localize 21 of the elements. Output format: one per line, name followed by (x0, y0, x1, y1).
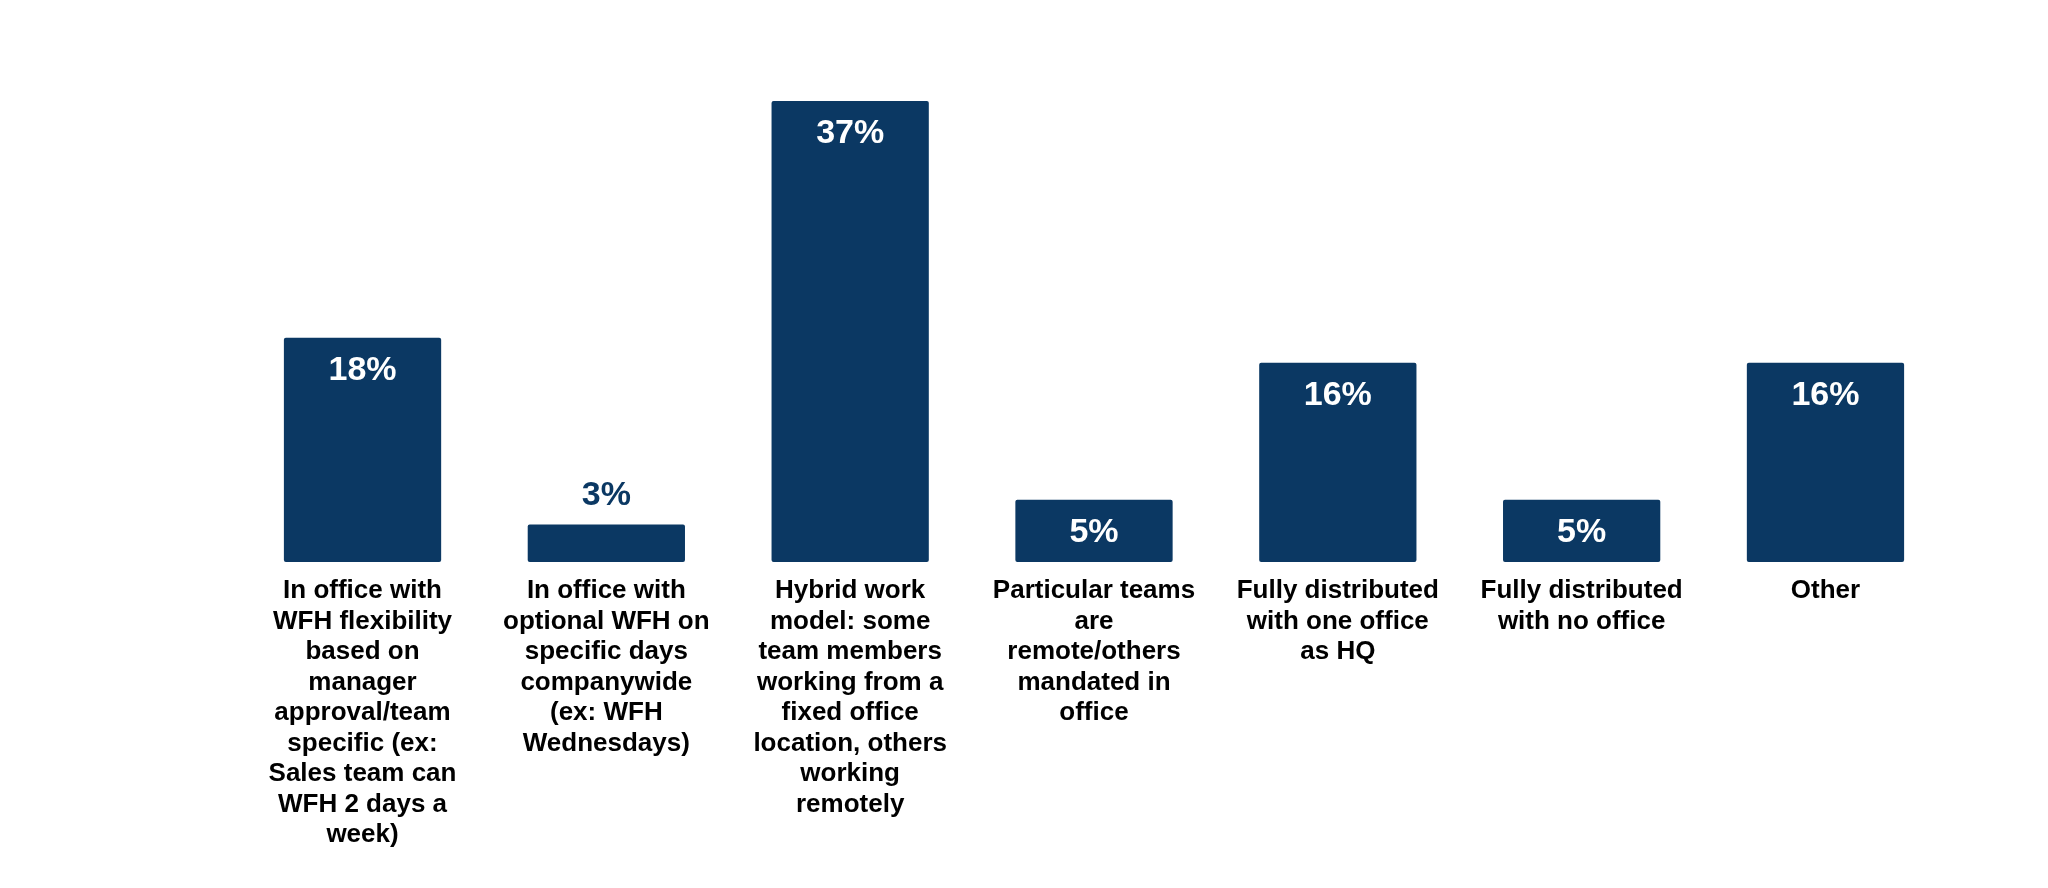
x-tick-label: Other (1790, 574, 1861, 604)
x-tick-label: Particular teams are remote/others mandated in office (992, 574, 1196, 726)
bar (1015, 499, 1173, 562)
data-label: 3% (581, 473, 631, 512)
bar (1746, 362, 1905, 562)
data-label: 37% (816, 112, 885, 150)
data-label: 5% (1069, 510, 1119, 549)
data-label: 16% (1303, 373, 1372, 412)
x-tick-label: Fully distributed with no office (1480, 574, 1683, 635)
data-label: 18% (328, 348, 397, 387)
data-label: 5% (1557, 510, 1607, 549)
bar (527, 524, 685, 562)
bar (771, 101, 929, 562)
bar (1503, 499, 1661, 562)
bar (283, 337, 442, 562)
category-label: In office with WFH flexibility based on manager approval/team specific (ex: Sales team can WFH 2 days a week) (268, 574, 457, 848)
data-label: 16% (1791, 373, 1860, 412)
x-tick-label: Hybrid work model: some team members working from a fixed office location, others working remotely (753, 574, 947, 818)
bar (1259, 362, 1417, 562)
x-tick-label: Fully distributed with one office as HQ (1236, 574, 1439, 665)
x-tick-label: In office with optional WFH on specific days companywide (ex: WFH Wednesdays) (503, 574, 710, 757)
